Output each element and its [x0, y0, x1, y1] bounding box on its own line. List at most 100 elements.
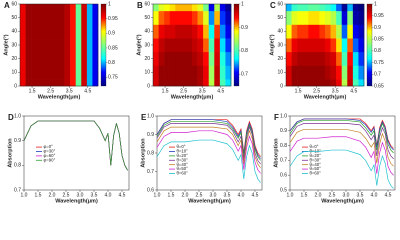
- heatmap-cell: [325, 10, 331, 25]
- panel-label: B: [137, 1, 143, 10]
- heatmap-cell: [325, 24, 331, 39]
- heatmap-cell: [64, 38, 71, 53]
- heatmap-cell: [169, 79, 176, 87]
- y-tick-label: 0.7: [147, 169, 154, 175]
- x-tick-label: 2.5: [180, 88, 187, 94]
- heatmap-cell: [319, 38, 326, 53]
- heatmap-cell: [330, 10, 337, 25]
- x-tick-label: 4.0: [238, 192, 245, 198]
- heatmap-cell: [225, 24, 232, 39]
- heatmap-cell: [352, 24, 359, 39]
- heatmap-cell: [36, 79, 43, 87]
- heatmap-cell: [186, 65, 193, 80]
- heatmap-cell: [302, 65, 309, 80]
- heatmap-cell: [352, 51, 359, 66]
- y-axis-label: Absorption: [7, 138, 13, 168]
- series-line: [156, 126, 261, 169]
- heatmap-cell: [286, 10, 292, 25]
- y-tick-label: 1.0: [14, 113, 21, 119]
- heatmap-cell: [175, 10, 182, 25]
- heatmap-cell: [341, 10, 348, 25]
- heatmap-cell: [313, 24, 320, 39]
- heatmap-cell: [313, 79, 320, 87]
- x-tick-label: 3.0: [343, 192, 350, 198]
- heatmap-cell: [192, 24, 198, 39]
- heatmap-cell: [180, 24, 187, 39]
- heatmap-cell: [64, 51, 71, 66]
- colorbar-tick-label: 0.85: [374, 36, 384, 42]
- heatmap-cell: [347, 4, 354, 12]
- heatmap-cell: [330, 65, 337, 80]
- heatmap-cell: [341, 4, 348, 12]
- heatmap-cell: [164, 4, 171, 12]
- heatmap-cell: [341, 65, 348, 80]
- heatmap-cell: [53, 10, 60, 25]
- colorbar-tick-label: 0.75: [374, 60, 384, 66]
- figure: A1.5 2.5 3.5 4.50102030405060Wavelength(μm)…: [3, 1, 396, 204]
- y-tick-label: 0: [14, 83, 17, 89]
- y-tick-label: 0.6: [147, 187, 154, 193]
- heatmap-cell: [169, 4, 176, 12]
- heatmap-cell: [197, 79, 204, 87]
- heatmap-cell: [358, 65, 365, 80]
- heatmap-cell: [64, 4, 71, 12]
- heatmap-cell: [164, 10, 171, 25]
- legend-label: θ=60°: [310, 171, 322, 176]
- series-line: [156, 139, 261, 183]
- heatmap-cell: [214, 10, 221, 25]
- heatmap-cell: [59, 38, 65, 53]
- heatmap-cell: [208, 10, 215, 25]
- heatmap-cell: [302, 24, 309, 39]
- x-tick-label: 2.5: [63, 192, 70, 198]
- heatmap-cell: [20, 38, 26, 53]
- heatmap-cell: [197, 4, 204, 12]
- heatmap-cell: [291, 65, 298, 80]
- heatmap-cell: [219, 24, 226, 39]
- heatmap-cell: [47, 24, 54, 39]
- heatmap-cell: [347, 38, 354, 53]
- series-line: [156, 123, 261, 165]
- heatmap-cell: [214, 79, 221, 87]
- heatmap-cell: [164, 79, 171, 87]
- heatmap-cell: [47, 65, 54, 80]
- heatmap-cell: [192, 51, 198, 66]
- heatmap-cell: [158, 10, 165, 25]
- heatmap-cell: [186, 79, 193, 87]
- panel-label: E: [141, 113, 147, 122]
- heatmap-cell: [175, 79, 182, 87]
- heatmap-cell: [186, 51, 193, 66]
- legend-label: θ=50°: [177, 166, 189, 171]
- colorbar-tick-label: 0.95: [108, 16, 118, 22]
- legend-label: φ=30°: [44, 149, 56, 154]
- colorbar-tick-label: 0.7: [241, 72, 248, 78]
- heatmap-cell: [180, 51, 187, 66]
- heatmap-cell: [70, 4, 77, 12]
- series-line: [289, 118, 394, 151]
- series-line: [23, 120, 128, 171]
- heatmap-cell: [291, 24, 298, 39]
- heatmap-cell: [286, 65, 292, 80]
- x-axis-label: Wavelength(μm): [38, 94, 81, 100]
- heatmap-cell: [86, 65, 93, 80]
- heatmap-cell: [347, 24, 354, 39]
- heatmap-cell: [180, 38, 187, 53]
- heatmap-cell: [286, 4, 292, 12]
- y-axis-label: Absorption: [273, 138, 279, 168]
- heatmap-cell: [186, 24, 193, 39]
- heatmap-cell: [64, 79, 71, 87]
- heatmap-cell: [319, 51, 326, 66]
- heatmap-cell: [164, 38, 171, 53]
- legend-label: θ=50°: [310, 166, 322, 171]
- plot-frame: [152, 3, 232, 87]
- heatmap-cell: [219, 51, 226, 66]
- heatmap-cell: [20, 10, 26, 25]
- heatmap-cell: [358, 51, 365, 66]
- heatmap-cell: [208, 38, 215, 53]
- heatmap-cell: [36, 24, 43, 39]
- heatmap-cell: [291, 38, 298, 53]
- heatmap-cell: [330, 38, 337, 53]
- heatmap-cell: [42, 10, 49, 25]
- heatmap-cell: [81, 51, 88, 66]
- heatmap-cell: [203, 24, 210, 39]
- y-tick-label: 20: [277, 56, 283, 62]
